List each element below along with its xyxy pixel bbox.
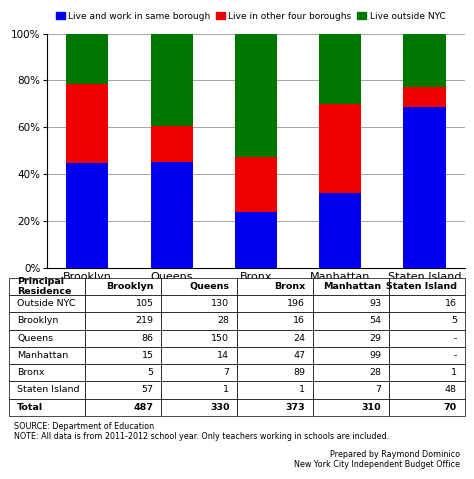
Bar [235,212,277,268]
Bar [235,34,277,157]
Bar [151,161,193,268]
Legend: Live and work in same borough, Live in other four boroughs, Live outside NYC: Live and work in same borough, Live in o… [52,8,449,24]
Bar [151,34,193,126]
Bar [403,34,446,87]
Bar [319,104,361,193]
Bar [403,107,446,268]
Bar [403,87,446,107]
X-axis label: Location of School: Location of School [202,288,310,301]
Bar [66,34,109,84]
Bar [66,84,109,163]
Bar [235,157,277,212]
Text: SOURCE: Department of Education
NOTE: All data is from 2011-2012 school year. On: SOURCE: Department of Education NOTE: Al… [14,422,389,441]
Bar [319,193,361,268]
Bar [319,34,361,104]
Bar [151,126,193,161]
Bar [66,163,109,268]
Text: Prepared by Raymond Dominico
New York City Independent Budget Office: Prepared by Raymond Dominico New York Ci… [294,450,460,469]
